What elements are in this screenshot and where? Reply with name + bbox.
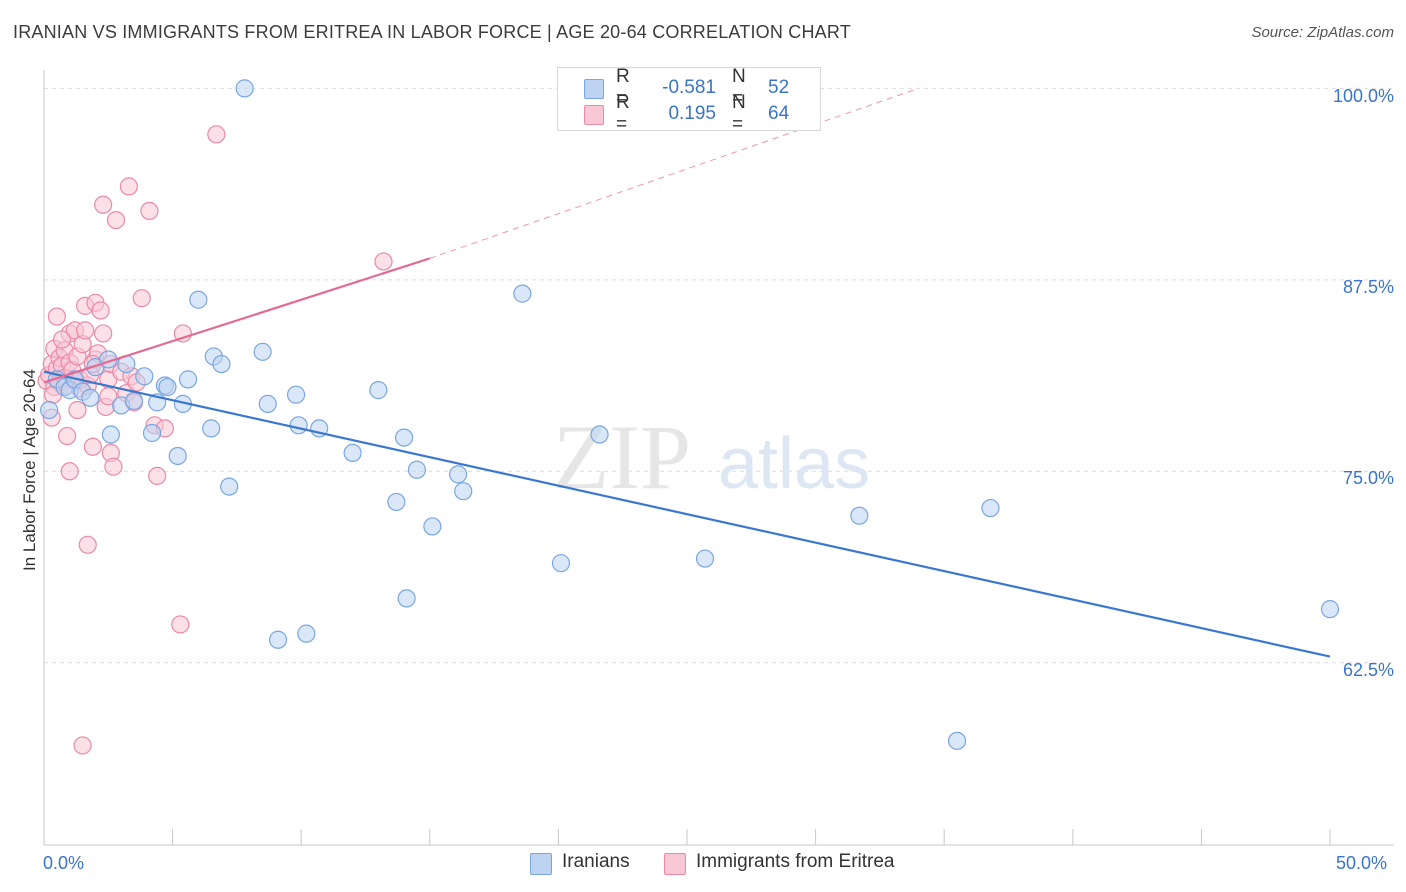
eritrea-point [60, 462, 79, 481]
iranian-point [135, 367, 154, 386]
eritrea-point [68, 400, 87, 420]
watermark-atlas: atlas [718, 424, 870, 504]
legend-swatch-iranians [530, 853, 552, 875]
iranian-point [212, 354, 231, 374]
iranian-point [448, 465, 468, 484]
legend-n-label: N = [732, 66, 746, 109]
watermark: ZIP atlas [553, 406, 870, 508]
eritrea-point [58, 426, 77, 446]
trend-eritrea-extension [429, 87, 919, 259]
iranian-point [253, 342, 272, 361]
iranian-point [551, 554, 571, 573]
watermark-zip: ZIP [553, 406, 691, 508]
eritrea-point [83, 437, 102, 456]
legend-r-value: -0.581 [662, 77, 716, 98]
y-tick-75: 75.0% [1342, 468, 1394, 488]
iranian-point [286, 385, 306, 404]
legend-swatch-eritrea [664, 853, 686, 875]
eritrea-point [104, 457, 123, 476]
iranian-point [235, 79, 254, 98]
iranian-point [158, 377, 177, 397]
legend-swatch-eritrea [584, 105, 604, 125]
legend-n-label: N = [732, 92, 746, 135]
iranian-point [189, 290, 208, 309]
source-label: Source: ZipAtlas.com [1251, 24, 1394, 41]
iranian-point [454, 482, 473, 501]
iranian-point [258, 394, 277, 413]
trend-lines [43, 87, 1331, 658]
iranian-point [850, 506, 869, 525]
stats-legend: R = -0.581 N = 52 R = 0.195 N = 64 [557, 66, 821, 135]
eritrea-point [207, 125, 226, 144]
legend-n-value: 64 [768, 103, 790, 124]
iranian-point [124, 391, 144, 410]
series-iranians-points [40, 79, 1340, 750]
trend-iranians [43, 370, 1331, 658]
y-tick-87-5: 87.5% [1342, 277, 1394, 297]
iranian-point [407, 460, 427, 479]
eritrea-point [374, 252, 393, 271]
iranian-point [590, 425, 609, 444]
x-tick-max: 50.0% [1336, 853, 1388, 873]
iranian-point [101, 425, 120, 444]
gridlines [44, 87, 1394, 664]
axes [43, 70, 1394, 846]
iranian-point [947, 731, 967, 750]
eritrea-point [119, 177, 138, 196]
eritrea-point [78, 535, 97, 554]
eritrea-point [94, 324, 113, 343]
eritrea-point [173, 324, 192, 343]
iranian-point [1320, 600, 1340, 619]
y-axis-label: In Labor Force | Age 20-64 [20, 369, 39, 571]
iranian-point [142, 423, 162, 443]
iranian-point [289, 416, 308, 435]
iranian-point [81, 388, 100, 407]
iranian-point [397, 589, 416, 608]
iranian-point [268, 630, 288, 649]
legend-r-value: 0.195 [668, 103, 716, 124]
legend-label-iranians: Iranians [562, 851, 630, 872]
iranian-point [168, 446, 187, 466]
iranian-point [387, 492, 406, 512]
eritrea-point [106, 210, 126, 230]
iranian-point [40, 400, 59, 420]
y-tick-100: 100.0% [1332, 86, 1394, 106]
iranian-point [343, 443, 362, 463]
legend-swatch-iranians [584, 79, 604, 99]
iranian-point [513, 284, 532, 303]
iranian-point [202, 419, 221, 438]
eritrea-point [132, 289, 151, 308]
trend-eritrea [43, 257, 431, 384]
eritrea-point [91, 301, 110, 320]
iranian-point [178, 370, 198, 389]
iranian-point [981, 498, 1000, 518]
eritrea-point [52, 330, 72, 349]
eritrea-point [99, 387, 118, 406]
eritrea-point [73, 736, 92, 755]
x-tick-min: 0.0% [43, 853, 85, 873]
y-tick-62-5: 62.5% [1342, 660, 1394, 680]
iranian-point [423, 517, 442, 536]
iranian-point [369, 381, 388, 400]
legend-r-label: R = [616, 92, 630, 135]
eritrea-point [171, 615, 190, 634]
iranian-point [394, 428, 414, 447]
iranian-point [695, 549, 715, 568]
eritrea-point [148, 466, 167, 485]
iranian-point [297, 624, 316, 643]
legend-label-eritrea: Immigrants from Eritrea [696, 851, 895, 872]
legend-r-label: R = [616, 66, 630, 109]
eritrea-point [76, 321, 95, 340]
eritrea-point [94, 195, 113, 214]
eritrea-point [47, 307, 66, 326]
iranian-point [220, 477, 239, 496]
legend-n-value: 52 [768, 77, 790, 98]
eritrea-point [140, 201, 159, 221]
chart-title: IRANIAN VS IMMIGRANTS FROM ERITREA IN LA… [13, 22, 851, 42]
series-eritrea-points [37, 125, 393, 755]
